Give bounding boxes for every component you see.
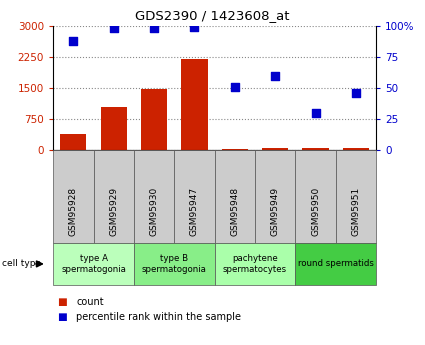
Bar xyxy=(141,89,167,150)
Text: GSM95930: GSM95930 xyxy=(150,187,159,236)
Text: percentile rank within the sample: percentile rank within the sample xyxy=(76,313,241,322)
Point xyxy=(70,38,76,43)
Bar xyxy=(60,134,86,150)
Point xyxy=(312,110,319,116)
Text: ■: ■ xyxy=(57,313,67,322)
Text: cell type: cell type xyxy=(2,259,41,268)
Point xyxy=(272,73,278,78)
Bar xyxy=(94,150,134,243)
Bar xyxy=(53,243,134,285)
Bar xyxy=(255,150,295,243)
Bar xyxy=(134,150,174,243)
Point xyxy=(150,26,157,31)
Point xyxy=(110,26,117,31)
Text: GSM95928: GSM95928 xyxy=(69,187,78,236)
Bar xyxy=(222,149,248,150)
Bar xyxy=(303,148,329,150)
Bar xyxy=(295,150,336,243)
Text: GSM95929: GSM95929 xyxy=(109,187,118,236)
Text: ■: ■ xyxy=(57,297,67,307)
Bar xyxy=(336,150,376,243)
Text: count: count xyxy=(76,297,104,307)
Text: pachytene
spermatocytes: pachytene spermatocytes xyxy=(223,254,287,274)
Text: GSM95951: GSM95951 xyxy=(351,187,360,236)
Text: type A
spermatogonia: type A spermatogonia xyxy=(61,254,126,274)
Bar xyxy=(174,150,215,243)
Bar xyxy=(215,150,255,243)
Text: GSM95947: GSM95947 xyxy=(190,187,199,236)
Bar xyxy=(53,150,94,243)
Bar xyxy=(295,243,376,285)
Bar xyxy=(181,59,207,150)
Bar xyxy=(343,148,369,150)
Bar xyxy=(262,148,288,150)
Bar xyxy=(101,107,127,150)
Text: GSM95949: GSM95949 xyxy=(271,187,280,236)
Bar xyxy=(215,243,295,285)
Point xyxy=(191,24,198,30)
Bar xyxy=(134,243,215,285)
Point xyxy=(352,90,359,96)
Text: round spermatids: round spermatids xyxy=(298,259,374,268)
Text: GSM95950: GSM95950 xyxy=(311,187,320,236)
Text: GSM95948: GSM95948 xyxy=(230,187,239,236)
Point xyxy=(231,84,238,89)
Text: GDS2390 / 1423608_at: GDS2390 / 1423608_at xyxy=(135,9,290,22)
Text: type B
spermatogonia: type B spermatogonia xyxy=(142,254,207,274)
